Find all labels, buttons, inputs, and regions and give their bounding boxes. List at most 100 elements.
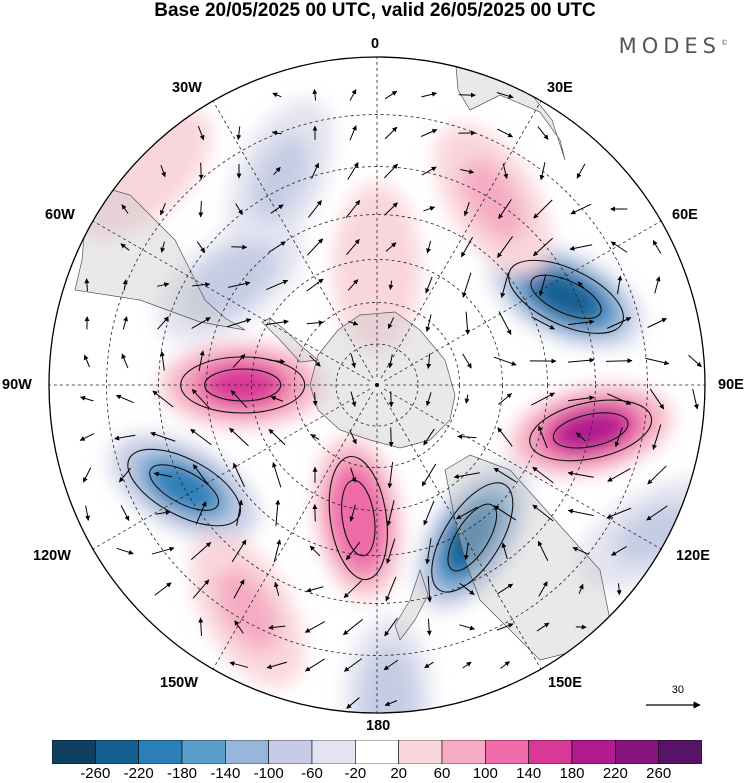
wind-arrow [120, 505, 130, 521]
anomaly-contours [127, 259, 653, 593]
wind-arrow [84, 278, 90, 292]
colorbar-swatch [311, 740, 356, 764]
wind-arrow [493, 467, 517, 483]
wind-arrow [350, 467, 357, 483]
wind-arrow [500, 661, 510, 669]
wind-arrow [235, 203, 243, 215]
wind-arrow [306, 586, 324, 593]
wind-arrow [198, 201, 204, 218]
wind-arrow [236, 499, 244, 526]
wind-arrow [426, 240, 432, 254]
wind-arrow [155, 510, 171, 516]
wind-arrow [350, 391, 357, 407]
wind-arrow [458, 92, 476, 98]
wind-arrow [385, 242, 397, 252]
wind-arrow [606, 317, 632, 329]
wind-arrow [268, 241, 286, 253]
wind-arrow [463, 202, 470, 217]
wind-arrow [236, 126, 242, 141]
new-zealand-outline [394, 568, 429, 641]
wind-arrow [388, 427, 394, 448]
contour-inner-negative-150E [447, 503, 498, 572]
wind-arrow [160, 165, 166, 178]
colorbar-swatch [225, 740, 269, 764]
wind-arrow [537, 126, 549, 140]
wind-arrow [606, 507, 632, 519]
wind-arrow [195, 501, 207, 525]
lon-label-0: 0 [371, 36, 380, 52]
wind-arrow [191, 389, 211, 409]
contour-inner-negative-115W [149, 464, 220, 511]
colorbar-tick-label: -20 [344, 765, 367, 782]
wind-arrow [306, 278, 324, 292]
colorbar-tick-label: 100 [472, 765, 498, 782]
meridian-line [383, 388, 662, 550]
colorbar-tick-label: 260 [646, 765, 672, 782]
colorbar-swatch [615, 740, 659, 764]
wind-arrow [498, 311, 512, 335]
wind-arrow [233, 579, 245, 599]
contour-negative-60E [508, 259, 624, 334]
brand-logo: MODES© [618, 34, 728, 58]
wind-arrow [460, 168, 475, 174]
wind-arrow [652, 424, 662, 450]
wind-arrow [273, 581, 280, 596]
land-masses [74, 57, 611, 661]
wind-arrow [576, 432, 586, 442]
colorbar-tick-label: 20 [390, 765, 407, 782]
wind-arrow [346, 697, 360, 709]
wind-vectors [79, 88, 702, 709]
wind-arrow [120, 243, 130, 251]
wind-arrow [192, 579, 210, 599]
wind-arrow [121, 204, 129, 214]
meridian-line [92, 388, 371, 550]
wind-arrow [383, 659, 399, 671]
wind-arrow [649, 388, 665, 410]
antarctica-outline [309, 311, 456, 449]
wind-arrow [271, 130, 282, 136]
wind-arrow [269, 358, 286, 364]
lon-label-180: 180 [366, 718, 391, 734]
map-field [49, 57, 705, 713]
lon-label-30e: 30E [547, 80, 573, 96]
wind-arrow [121, 353, 129, 369]
meridian-line [92, 220, 371, 382]
wind-arrow [343, 579, 363, 599]
wind-arrow [459, 582, 475, 596]
wind-arrow [80, 395, 94, 402]
lon-label-90w: 90W [2, 377, 32, 393]
wind-arrow [122, 279, 128, 291]
wind-arrow [197, 125, 205, 141]
wind-arrow [349, 88, 357, 101]
wind-arrow [616, 583, 622, 596]
wind-arrow [345, 541, 361, 561]
graticule [49, 57, 705, 713]
wind-arrow [349, 125, 357, 141]
wind-arrow [266, 279, 289, 291]
wind-arrow [463, 542, 469, 561]
colorbar-swatch [528, 740, 573, 764]
wind-arrow [462, 661, 472, 669]
map-boundary [48, 56, 706, 714]
wind-arrow [568, 319, 595, 326]
wind-arrow [567, 508, 594, 517]
wind-arrow [312, 88, 318, 101]
colorbar-tick-label: -260 [80, 765, 111, 782]
wind-arrow [532, 504, 554, 522]
colorbar-swatch [181, 740, 226, 764]
wind-arrow [567, 471, 594, 478]
wind-arrow [497, 427, 513, 447]
wind-arrow [459, 624, 476, 631]
polar-map [48, 56, 706, 714]
wind-arrow [154, 582, 172, 596]
lon-label-90e: 90E [718, 377, 744, 393]
wind-arrow [349, 504, 356, 522]
wind-arrow [645, 357, 670, 366]
wind-arrow [424, 661, 434, 669]
wind-arrow [227, 281, 251, 288]
wind-arrow [388, 280, 394, 290]
colorbar-swatch [398, 740, 443, 764]
wind-arrow [502, 163, 509, 180]
wind-arrow [150, 431, 176, 442]
wind-arrow [157, 316, 169, 330]
